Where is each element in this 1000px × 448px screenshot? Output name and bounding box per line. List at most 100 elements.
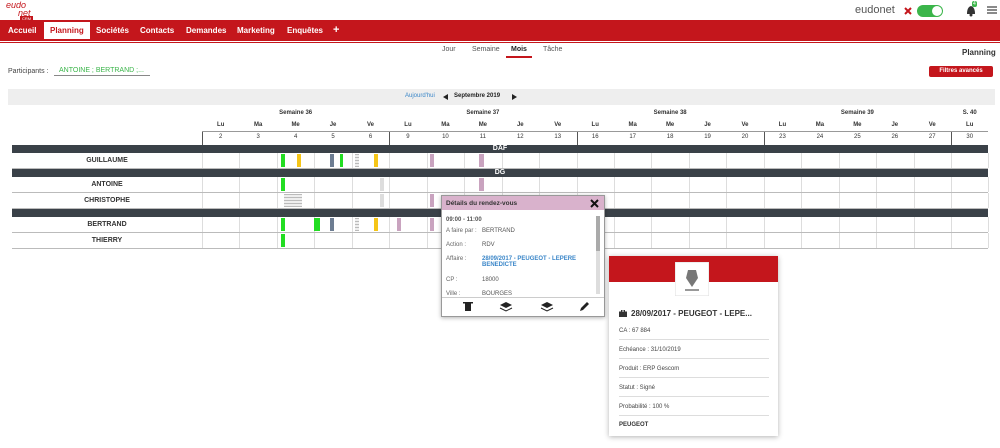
appointment[interactable]	[281, 234, 285, 247]
column-line	[202, 193, 203, 208]
column-line	[202, 233, 203, 248]
popup-time: 09:00 - 11:00	[446, 217, 482, 223]
appointment[interactable]	[340, 154, 343, 167]
column-line	[351, 177, 353, 192]
nav-tab[interactable]: Marketing	[237, 26, 275, 35]
column-line	[988, 233, 990, 248]
column-line	[988, 193, 990, 208]
column-line	[314, 193, 316, 208]
edit-icon[interactable]	[580, 302, 589, 311]
nav-tab[interactable]: Accueil	[8, 26, 37, 35]
nav-tab[interactable]: Demandes	[186, 26, 227, 35]
view-tab[interactable]: Semaine	[472, 46, 500, 53]
card-title: 28/09/2017 - PEUGEOT - LEPE...	[631, 309, 752, 318]
card-field: CA : 67 884	[619, 328, 769, 340]
field-label: A faire par :	[446, 228, 477, 234]
day-name: Ve	[367, 122, 375, 128]
opportunity-card: 28/09/2017 - PEUGEOT - LEPE... CA : 67 8…	[609, 256, 778, 436]
view-tab[interactable]: Tâche	[543, 46, 563, 53]
appointment[interactable]	[380, 178, 384, 191]
column-line	[763, 153, 765, 168]
day-name: Ve	[928, 122, 936, 128]
appointment[interactable]	[479, 178, 484, 191]
column-line	[426, 217, 428, 232]
day-name: Lu	[404, 122, 412, 128]
column-line	[351, 193, 353, 208]
appointment[interactable]	[281, 178, 285, 191]
appointment[interactable]	[380, 194, 384, 207]
appointment[interactable]	[330, 218, 334, 231]
delete-icon[interactable]	[463, 302, 473, 311]
day-name: Ve	[741, 122, 749, 128]
column-line	[314, 153, 316, 168]
column-line	[801, 233, 803, 248]
next-arrow[interactable]	[510, 93, 518, 101]
nav-tab[interactable]: +	[333, 24, 340, 36]
close-icon[interactable]	[590, 199, 599, 208]
date-label: 6	[368, 134, 373, 140]
column-line	[688, 177, 690, 192]
day-name: Je	[516, 122, 524, 128]
appointment[interactable]	[430, 194, 434, 207]
appointment[interactable]	[430, 218, 434, 231]
participants-select[interactable]: ANTOINE ; BERTRAND ;...	[54, 67, 150, 76]
appointment[interactable]	[397, 218, 401, 231]
participants-label: Participants :	[8, 68, 49, 75]
layers-icon-2[interactable]	[540, 302, 554, 312]
appointment[interactable]	[355, 154, 359, 167]
column-line	[613, 233, 615, 248]
appointment[interactable]	[284, 194, 302, 207]
layers-icon[interactable]	[499, 302, 513, 312]
column-line	[763, 233, 765, 248]
toggle[interactable]	[917, 4, 945, 18]
nav-tab[interactable]: Planning	[44, 22, 90, 39]
view-tab[interactable]: Jour	[442, 46, 456, 53]
column-line	[801, 217, 803, 232]
card-field: Produit : ERP Gescom	[619, 366, 769, 378]
prev-arrow[interactable]	[442, 93, 450, 101]
column-line	[276, 177, 278, 192]
nav-tab[interactable]: Enquêtes	[287, 26, 324, 35]
column-line	[951, 217, 952, 232]
appointment[interactable]	[281, 218, 285, 231]
nav-bar	[0, 20, 1000, 41]
column-line	[239, 153, 241, 168]
column-line	[726, 217, 728, 232]
week-label: Semaine 38	[653, 110, 687, 116]
day-name: Lu	[966, 122, 974, 128]
menu-icon[interactable]	[986, 5, 998, 15]
date-label: 20	[741, 134, 749, 140]
bell-icon[interactable]	[964, 3, 978, 17]
today-link[interactable]: Aujourd'hui	[405, 93, 435, 99]
field-label: Affaire :	[446, 256, 467, 262]
column-line	[801, 177, 803, 192]
appointment[interactable]	[374, 154, 378, 167]
date-label: 18	[666, 134, 674, 140]
field-label: CP :	[446, 277, 458, 283]
appointment[interactable]	[314, 218, 320, 231]
appointment[interactable]	[479, 154, 484, 167]
resource-name: THIERRY	[91, 237, 123, 244]
column-line	[913, 153, 915, 168]
appointment[interactable]	[374, 218, 378, 231]
calendar-header-bg	[12, 108, 988, 145]
day-name: Je	[891, 122, 899, 128]
column-line	[464, 153, 466, 168]
column-line	[838, 217, 840, 232]
appointment[interactable]	[330, 154, 334, 167]
advanced-filters-button[interactable]: Filtres avancés	[929, 66, 993, 77]
appointment[interactable]	[355, 218, 359, 231]
nav-tab[interactable]: Contacts	[140, 26, 175, 35]
logo: eudo net	[6, 1, 31, 18]
brand: eudonet	[855, 4, 895, 16]
column-line	[876, 233, 878, 248]
appointment[interactable]	[281, 154, 285, 167]
date-label: 9	[406, 134, 410, 140]
column-line	[688, 233, 690, 248]
column-line	[501, 153, 503, 168]
appointment[interactable]	[297, 154, 301, 167]
appointment[interactable]	[430, 154, 434, 167]
column-line	[876, 177, 878, 192]
view-tab[interactable]: Mois	[506, 46, 532, 58]
nav-tab[interactable]: Sociétés	[96, 26, 129, 35]
